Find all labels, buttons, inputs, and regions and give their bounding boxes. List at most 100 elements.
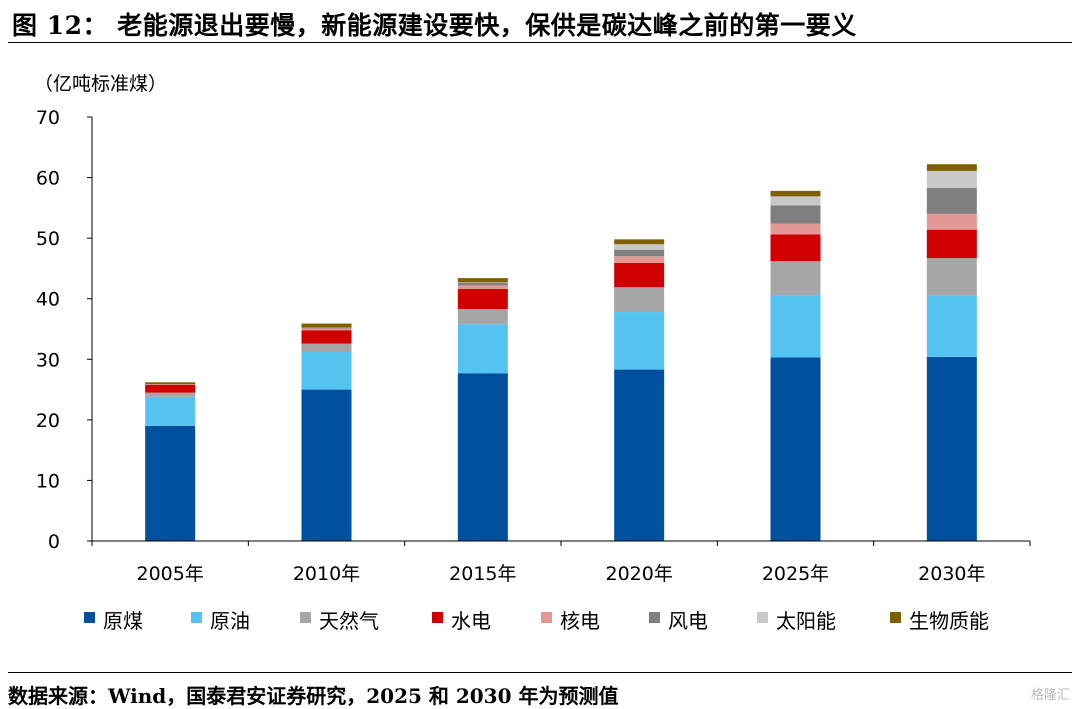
legend-label: 生物质能 — [909, 609, 989, 633]
y-tick-label: 30 — [36, 349, 60, 371]
bar-segment — [301, 352, 352, 390]
bar-segment — [926, 258, 977, 296]
bar-segment — [614, 249, 665, 257]
legend: 原煤 原油 天然气 水电 核电 风电 太阳能 生物质能 — [84, 609, 989, 633]
legend-item: 生物质能 — [890, 609, 989, 633]
y-tick-label: 10 — [36, 470, 60, 492]
y-axis: 0 10 20 30 40 50 60 70 — [36, 107, 93, 553]
bar-segment — [457, 309, 508, 325]
x-tick-label: 2005年 — [136, 563, 203, 585]
bar-segment — [770, 261, 821, 296]
bar-segment — [457, 373, 508, 541]
legend-swatch — [541, 612, 552, 623]
bar-segment — [614, 312, 665, 370]
legend-swatch — [649, 612, 660, 623]
bar-segment — [301, 323, 352, 328]
legend-item: 天然气 — [300, 609, 379, 633]
bar-segment — [301, 328, 352, 331]
legend-label: 天然气 — [319, 609, 379, 633]
bar-segment — [457, 289, 508, 310]
bar-segment — [926, 295, 977, 357]
bar-stack — [457, 278, 508, 541]
bar-segment — [926, 356, 977, 541]
bar-stack — [301, 323, 352, 541]
y-tick-label: 70 — [36, 107, 60, 129]
legend-swatch — [432, 612, 443, 623]
x-tick-label: 2020年 — [605, 563, 672, 585]
bar-segment — [145, 382, 196, 385]
legend-item: 原煤 — [84, 609, 143, 633]
bar-segment — [145, 384, 196, 393]
bar-segment — [301, 327, 352, 329]
source-note: 数据来源：Wind，国泰君安证券研究，2025 和 2030 年为预测值 — [8, 684, 619, 708]
bar-segment — [614, 244, 665, 250]
legend-item: 核电 — [541, 609, 600, 633]
bar-segment — [614, 287, 665, 313]
bar-segment — [770, 223, 821, 235]
legend-label: 原油 — [210, 609, 250, 633]
bar-segment — [145, 392, 196, 397]
bar-segment — [145, 425, 196, 541]
legend-label: 水电 — [451, 609, 491, 633]
legend-item: 水电 — [432, 609, 491, 633]
legend-swatch — [191, 612, 202, 623]
x-tick-label: 2015年 — [449, 563, 516, 585]
bar-segment — [457, 324, 508, 374]
legend-item: 原油 — [191, 609, 250, 633]
y-tick-label: 20 — [36, 410, 60, 432]
bar-segment — [926, 213, 977, 230]
x-axis: 2005年 2010年 2015年 2020年 2025年 2030年 — [91, 540, 1031, 585]
bar-segment — [770, 295, 821, 358]
legend-label: 原煤 — [103, 609, 143, 633]
bar-stack — [770, 190, 821, 541]
title-divider — [8, 42, 1072, 43]
x-tick-label: 2025年 — [762, 563, 829, 585]
bar-segment — [926, 170, 977, 188]
bar-segment — [614, 256, 665, 263]
unit-label: （亿吨标准煤） — [34, 73, 167, 95]
bar-segment — [457, 282, 508, 283]
bar-segment — [457, 285, 508, 290]
legend-item: 风电 — [649, 609, 708, 633]
x-tick-label: 2010年 — [293, 563, 360, 585]
source-divider — [8, 672, 1072, 673]
bar-segment — [770, 357, 821, 541]
bar-segment — [770, 190, 821, 197]
legend-label: 太阳能 — [776, 609, 836, 633]
bar-segment — [457, 282, 508, 286]
bar-segment — [770, 196, 821, 206]
y-tick-label: 50 — [36, 228, 60, 250]
bar-segment — [614, 369, 665, 541]
legend-swatch — [890, 612, 901, 623]
bar-segment — [301, 343, 352, 353]
bar-segment — [301, 330, 352, 344]
y-tick-label: 0 — [48, 531, 60, 553]
y-tick-label: 40 — [36, 289, 60, 311]
bar-segment — [926, 187, 977, 214]
figure-title: 图 12： 老能源退出要慢，新能源建设要快，保供是碳达峰之前的第一要义 — [12, 11, 857, 40]
y-tick-label: 60 — [36, 168, 60, 190]
bar-segment — [770, 234, 821, 262]
legend-swatch — [84, 612, 95, 623]
legend-label: 核电 — [560, 609, 600, 633]
bar-segment — [614, 262, 665, 288]
bar-segment — [301, 389, 352, 541]
x-tick-label: 2030年 — [918, 563, 985, 585]
bar-stacks — [145, 164, 977, 541]
legend-item: 太阳能 — [757, 609, 836, 633]
bar-segment — [926, 164, 977, 171]
legend-swatch — [757, 612, 768, 623]
bar-segment — [770, 205, 821, 224]
watermark: 格隆汇 — [1030, 688, 1070, 703]
bar-segment — [926, 229, 977, 259]
bar-segment — [145, 384, 196, 385]
legend-swatch — [300, 612, 311, 623]
legend-label: 风电 — [668, 609, 708, 633]
bar-stack — [145, 382, 196, 541]
bar-stack — [614, 239, 665, 541]
bar-stack — [926, 164, 977, 541]
bar-segment — [457, 278, 508, 283]
bar-segment — [614, 239, 665, 245]
bar-segment — [145, 396, 196, 426]
